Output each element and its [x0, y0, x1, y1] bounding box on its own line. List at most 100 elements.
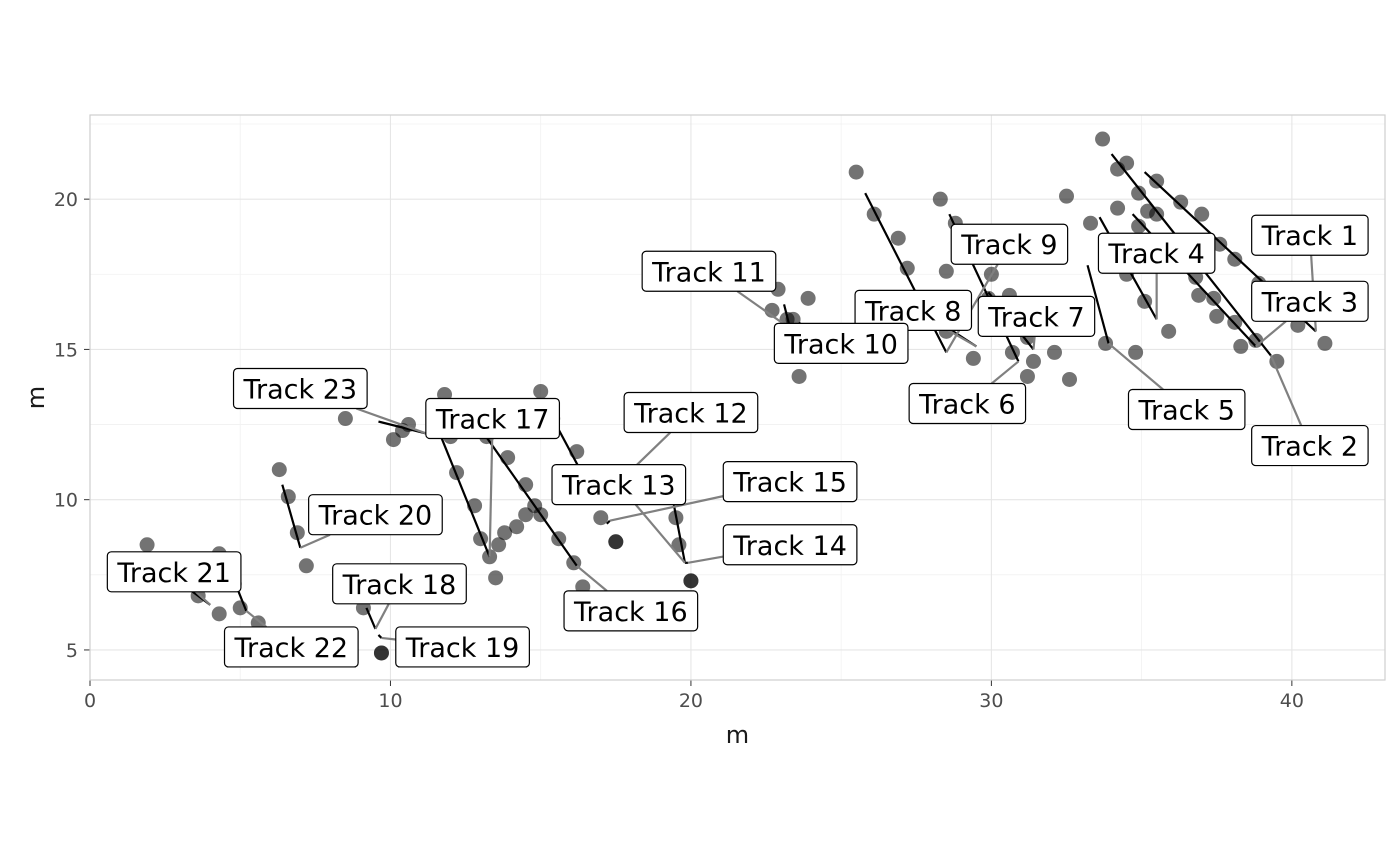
track-23-label: Track 23	[232, 367, 368, 410]
track-1-point	[1194, 206, 1210, 222]
track-4-label-text: Track 4	[1107, 239, 1204, 270]
track-18-leader-line	[374, 603, 390, 630]
y-tick-label: 15	[54, 339, 78, 361]
track-13-point	[668, 510, 684, 526]
track-17-point	[449, 465, 465, 481]
axes-layer: 0 10 20 30 40 5 10 15 20	[54, 114, 1386, 712]
track-12-point	[593, 510, 609, 526]
track-22-label-box	[223, 626, 359, 668]
track-10-label-text: Track 10	[783, 329, 898, 360]
track-labels-layer: Track 1 Track 2 Track 3 Track 4 Track 5 Track…	[106, 214, 1369, 668]
track-7-label-text: Track 7	[987, 302, 1084, 333]
track-11-label-text: Track 11	[651, 257, 766, 288]
track-8-point	[965, 350, 981, 366]
track-6-leader-line	[990, 360, 1020, 385]
track-15-label-box	[722, 461, 858, 503]
track-17-point	[467, 498, 483, 514]
track-16-leader-line	[576, 564, 608, 592]
track-21-label: Track 21	[106, 551, 242, 593]
track-2-point	[1095, 131, 1111, 147]
x-tick-label: 30	[979, 690, 1003, 712]
x-tick-label: 10	[378, 690, 402, 712]
track-3-leader-line	[1255, 320, 1287, 348]
track-17-point	[497, 525, 513, 541]
track-4-label: Track 4	[1097, 232, 1216, 274]
track-4-point	[1161, 323, 1177, 339]
track-7-label: Track 7	[977, 295, 1096, 337]
track-15-label-text: Track 15	[732, 468, 847, 499]
track-3-label-text: Track 3	[1261, 287, 1358, 318]
track-21-label-box	[106, 551, 242, 593]
track-3-point	[1191, 287, 1207, 303]
y-tick-label: 20	[54, 189, 78, 211]
track-4-point	[1110, 200, 1126, 216]
track-20-leader-line	[299, 533, 331, 549]
track-20-point	[298, 558, 314, 574]
track-1-point	[1227, 251, 1243, 267]
track-13-label: Track 13	[551, 464, 687, 506]
x-tick-label: 20	[679, 690, 703, 712]
track-16-label-box	[563, 590, 699, 632]
track-21-point	[211, 606, 227, 622]
track-17-label: Track 17	[425, 397, 561, 440]
track-15-line	[606, 519, 611, 525]
track-6-label-text: Track 6	[918, 390, 1015, 421]
track-23-label-box	[232, 367, 368, 410]
track-6-label: Track 6	[908, 382, 1027, 425]
track-19-point	[373, 645, 389, 661]
track-8-label-box	[854, 289, 973, 331]
track-9-label: Track 9	[950, 223, 1069, 265]
track-16-point	[518, 477, 534, 493]
track-13-label-text: Track 13	[561, 471, 676, 502]
track-22-leader-line	[245, 610, 268, 628]
track-11-label: Track 11	[641, 250, 777, 292]
track-2-label-box	[1251, 424, 1369, 467]
track-1-label-box	[1251, 214, 1369, 256]
track-22-label: Track 22	[223, 626, 359, 668]
track-13-line	[671, 499, 686, 563]
track-11-label-box	[641, 250, 777, 292]
track-8-leader-line	[947, 329, 977, 348]
track-23-label-text: Track 23	[243, 374, 358, 405]
track-1-point	[1149, 173, 1165, 189]
track-2-point	[1269, 353, 1285, 369]
track-5-leader-line	[1107, 342, 1164, 391]
track-21-label-text: Track 21	[116, 558, 231, 589]
track-3-label: Track 3	[1251, 280, 1369, 322]
track-22-label-text: Track 22	[234, 633, 349, 664]
track-21-point	[139, 537, 155, 553]
track-16-point	[551, 531, 567, 547]
track-14-label-box	[722, 524, 858, 566]
y-axis-title: m	[22, 386, 50, 409]
y-tick-label: 5	[66, 640, 78, 662]
track-21-leader-line	[195, 590, 211, 606]
track-20-label: Track 20	[308, 494, 443, 536]
track-14-label-text: Track 14	[732, 531, 847, 562]
track-17-point	[491, 537, 507, 553]
track-2-point	[1131, 185, 1147, 201]
track-17-label-box	[425, 397, 561, 440]
track-6-point	[932, 191, 948, 207]
track-5-point	[1128, 344, 1144, 360]
x-tick-label: 0	[84, 690, 96, 712]
track-9-point	[848, 164, 864, 180]
plot-panel-border	[89, 114, 1386, 681]
track-13-label-box	[551, 464, 687, 506]
track-9-point	[866, 206, 882, 222]
track-7-leader-line	[1032, 336, 1036, 350]
track-23-leader-line	[355, 407, 427, 435]
track-17-point	[527, 498, 543, 514]
y-tick-label: 10	[54, 490, 78, 512]
track-5-point	[1083, 215, 1099, 231]
track-20-label-box	[308, 494, 443, 536]
track-11-point	[791, 368, 807, 384]
track-3-point	[1119, 155, 1135, 171]
track-19-leader-line	[381, 636, 396, 641]
track-15-leader-line	[609, 495, 724, 522]
track-6-point	[1025, 353, 1041, 369]
track-2-label: Track 2	[1251, 424, 1369, 467]
track-2-point	[1227, 314, 1243, 330]
track-9-point	[890, 230, 906, 246]
track-1-label-text: Track 1	[1261, 221, 1358, 252]
